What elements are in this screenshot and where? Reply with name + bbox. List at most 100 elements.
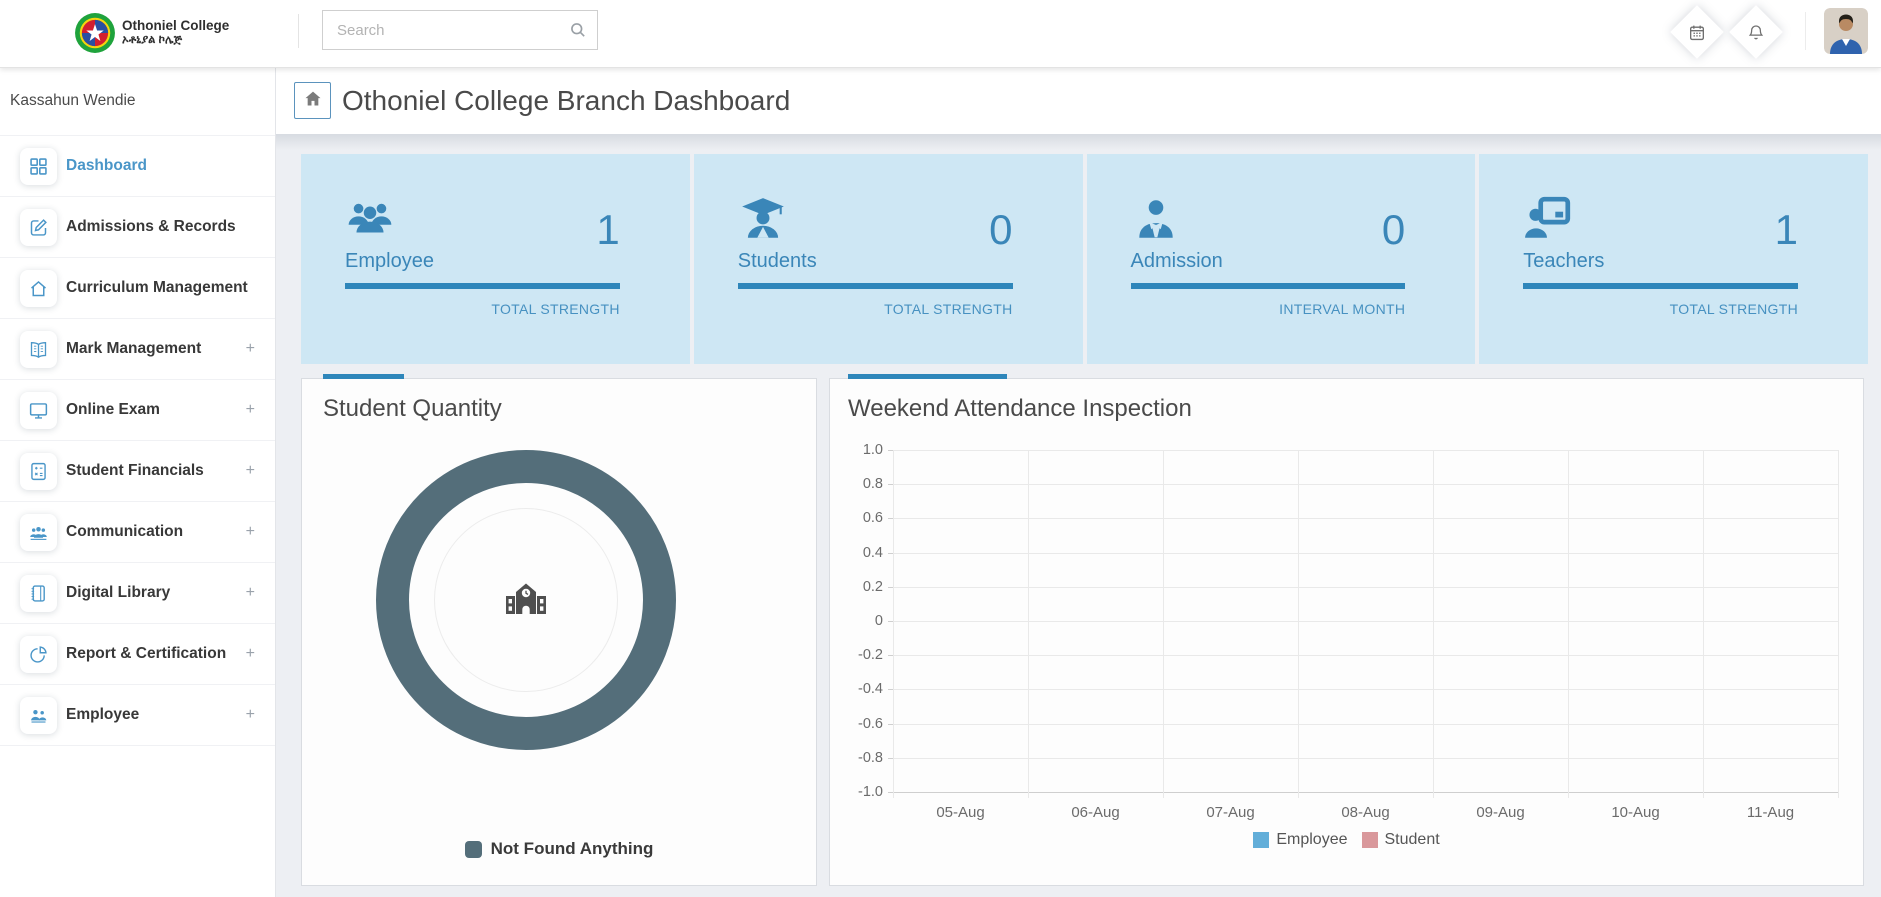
- stat-caption: TOTAL STRENGTH: [884, 301, 1013, 317]
- stat-label: Employee: [345, 250, 434, 272]
- stat-value: 1: [1774, 206, 1798, 253]
- sidebar-item-report-certification[interactable]: Report & Certification +: [0, 624, 275, 685]
- gridline: [893, 484, 1838, 486]
- y-tick-label: -0.8: [858, 749, 883, 766]
- search-box: [322, 10, 598, 50]
- expand-plus-icon[interactable]: +: [245, 706, 255, 723]
- sidebar-item-admissions-records[interactable]: Admissions & Records: [0, 197, 275, 258]
- person-tie-icon: [1131, 194, 1181, 244]
- legend-label: Student: [1384, 831, 1440, 848]
- topbar: Othoniel College ኦቶኒያል ኮሌጅ: [0, 0, 1881, 68]
- attendance-chart: 1.0 0.8 0.6 0.4 0.2 0 -0.2 -0.4 -0.6 -0.8 -1.0 05-A…: [830, 379, 1863, 885]
- expand-plus-icon[interactable]: +: [245, 523, 255, 540]
- sidebar-item-curriculum-management[interactable]: Curriculum Management: [0, 258, 275, 319]
- gridline: [893, 723, 1838, 725]
- gridline: [893, 518, 1838, 520]
- brand[interactable]: Othoniel College ኦቶኒያል ኮሌጅ: [74, 12, 229, 54]
- attendance-legend: Employee Student: [830, 831, 1863, 849]
- sidebar-item-label: Admissions & Records: [66, 218, 236, 235]
- legend-swatch: [1361, 832, 1378, 848]
- people-group-icon: [20, 514, 57, 551]
- page-title: Othoniel College Branch Dashboard: [342, 85, 791, 116]
- sidebar-item-mark-management[interactable]: Mark Management +: [0, 319, 275, 380]
- calendar-button[interactable]: [1670, 5, 1724, 59]
- calculator-icon: [20, 453, 57, 490]
- gridline: [1433, 450, 1434, 798]
- sidebar-item-label: Communication: [66, 523, 184, 540]
- stats-row: 1 Employee TOTAL STRENGTH 0 Students TOTAL ST…: [301, 154, 1868, 364]
- legend-item-student[interactable]: Student: [1361, 831, 1440, 849]
- student-quantity-panel: Student Quantity Not Found Anything: [301, 374, 817, 886]
- stat-value: 1: [596, 206, 620, 253]
- stat-card-employee[interactable]: 1 Employee TOTAL STRENGTH: [301, 154, 690, 364]
- stat-caption: TOTAL STRENGTH: [491, 301, 620, 317]
- stat-underline-bar: [1130, 283, 1406, 289]
- gridline: [893, 450, 1838, 451]
- legend-swatch: [1253, 832, 1270, 848]
- stat-underline-bar: [1523, 283, 1798, 289]
- y-tick-label: -0.2: [858, 647, 883, 664]
- x-axis-label: 05-Aug: [936, 804, 985, 821]
- expand-plus-icon[interactable]: +: [245, 340, 255, 357]
- sidebar-item-communication[interactable]: Communication +: [0, 502, 275, 563]
- gridline: [1838, 450, 1839, 798]
- sidebar-item-dashboard[interactable]: Dashboard: [0, 136, 275, 197]
- expand-plus-icon[interactable]: +: [245, 584, 255, 601]
- y-tick-label: 0.6: [862, 510, 883, 527]
- y-tick-label: 0: [874, 613, 883, 629]
- notifications-button[interactable]: [1729, 5, 1783, 59]
- y-tick-label: 0.4: [862, 544, 883, 561]
- sidebar-item-label: Report & Certification: [66, 645, 227, 662]
- sidebar-item-label: Dashboard: [66, 157, 147, 174]
- gridline: [1163, 450, 1164, 798]
- y-tick-mark: [888, 757, 893, 759]
- y-tick-label: 0.2: [862, 578, 883, 595]
- sidebar-item-online-exam[interactable]: Online Exam +: [0, 380, 275, 441]
- legend-label: Employee: [1276, 831, 1348, 848]
- gridline: [1028, 450, 1029, 798]
- brand-subtitle: ኦቶኒያል ኮሌጅ: [122, 34, 183, 47]
- school-building-icon: [502, 576, 550, 624]
- teacher-board-icon: [1523, 194, 1573, 244]
- sidebar: Kassahun Wendie Dashboard Admissions & Re…: [0, 68, 276, 897]
- notebook-icon: [20, 575, 57, 612]
- sidebar-item-digital-library[interactable]: Digital Library +: [0, 563, 275, 624]
- topbar-divider: [298, 14, 299, 48]
- y-tick-mark: [888, 586, 893, 588]
- monitor-icon: [20, 392, 57, 429]
- legend-item-employee[interactable]: Employee: [1253, 831, 1348, 849]
- employees-group-icon: [345, 194, 395, 244]
- attendance-panel: Weekend Attendance Inspection 1.0 0.8 0.6 0…: [829, 374, 1864, 886]
- topbar-right-divider: [1805, 12, 1806, 50]
- stat-label: Students: [737, 250, 817, 272]
- gridline: [893, 792, 1838, 793]
- donut-legend: Not Found Anything: [302, 839, 816, 859]
- expand-plus-icon[interactable]: +: [245, 401, 255, 418]
- panel-tab-indicator: [323, 374, 404, 379]
- y-tick-label: 1.0: [862, 442, 883, 458]
- gridline: [893, 689, 1838, 691]
- student-quantity-donut: [376, 450, 676, 750]
- y-tick-mark: [888, 518, 893, 520]
- stat-card-students[interactable]: 0 Students TOTAL STRENGTH: [693, 154, 1083, 364]
- sidebar-item-employee[interactable]: Employee +: [0, 685, 275, 746]
- stat-underline-bar: [737, 283, 1013, 289]
- stat-card-teachers[interactable]: 1 Teachers TOTAL STRENGTH: [1479, 154, 1868, 364]
- y-tick-mark: [888, 552, 893, 554]
- gridline: [893, 757, 1838, 759]
- avatar[interactable]: [1824, 8, 1868, 54]
- search-input[interactable]: [322, 10, 598, 50]
- stat-value: 0: [989, 206, 1013, 253]
- sidebar-item-student-financials[interactable]: Student Financials +: [0, 441, 275, 502]
- x-axis-label: 08-Aug: [1341, 804, 1390, 821]
- home-button[interactable]: [294, 82, 331, 119]
- expand-plus-icon[interactable]: +: [245, 645, 255, 662]
- expand-plus-icon[interactable]: +: [245, 462, 255, 479]
- gridline: [893, 655, 1838, 657]
- y-tick-mark: [888, 723, 893, 725]
- stat-card-admission[interactable]: 0 Admission INTERVAL MONTH: [1086, 154, 1476, 364]
- search-icon[interactable]: [568, 20, 588, 40]
- student-quantity-title: Student Quantity: [323, 395, 502, 422]
- gridline: [1298, 450, 1299, 798]
